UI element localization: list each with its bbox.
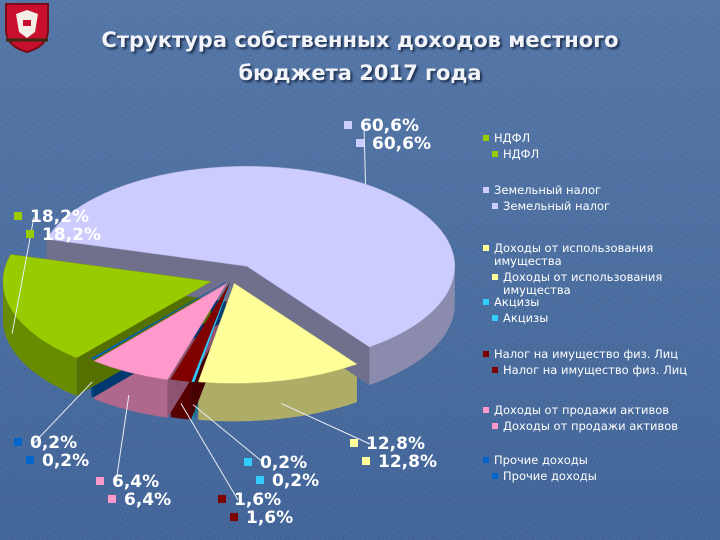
- leader-line-other: [33, 381, 93, 444]
- legend-row-property-use: Доходы от использования имущества: [482, 242, 718, 268]
- pie-slice-property-use: [197, 282, 358, 384]
- pie-slice-other: [90, 282, 226, 360]
- data-label-swatch-other-shadow: [26, 456, 34, 464]
- data-label-swatch-land-tax-shadow: [356, 139, 364, 147]
- legend-row-land-tax-shadow: Земельный налог: [491, 200, 718, 213]
- data-label-property-use-shadow: 12,8%: [378, 452, 437, 472]
- data-label-other-shadow: 0,2%: [42, 451, 89, 471]
- legend-item-other: Прочие доходы Прочие доходы: [482, 454, 718, 483]
- legend-row-asset-sales-shadow: Доходы от продажи активов: [491, 420, 718, 433]
- data-label-property-tax-main: 1,6%: [234, 490, 281, 510]
- data-label-swatch-property-tax-shadow: [230, 513, 238, 521]
- legend-swatch: [483, 351, 489, 357]
- data-label-swatch-property-use-shadow: [362, 457, 370, 465]
- data-label-other-main: 0,2%: [30, 433, 77, 453]
- legend-swatch: [492, 473, 498, 479]
- data-label-swatch-ndfl-shadow: [26, 230, 34, 238]
- data-label-swatch-asset-sales-shadow: [108, 495, 116, 503]
- legend-label: Налог на имущество физ. Лиц: [503, 363, 688, 377]
- legend-label: Доходы от продажи активов: [503, 419, 679, 433]
- legend-label: НДФЛ: [503, 147, 540, 161]
- title-line-2: бюджета 2017 года: [238, 61, 482, 85]
- legend-item-land-tax: Земельный налог Земельный налог: [482, 184, 718, 213]
- legend-label: Доходы от использования имущества: [503, 270, 663, 297]
- data-label-land-tax-main: 60,6%: [360, 116, 419, 136]
- data-label-swatch-excise-main: [244, 458, 252, 466]
- data-label-property-tax-shadow: 1,6%: [246, 508, 293, 528]
- pie-slice-ndfl: [2, 254, 212, 359]
- pie-slice-asset-sales: [93, 283, 227, 381]
- data-label-swatch-excise-shadow: [256, 476, 264, 484]
- legend-swatch: [483, 407, 489, 413]
- legend-label: Налог на имущество физ. Лиц: [494, 347, 679, 361]
- leader-line-property-use: [281, 403, 371, 445]
- legend-swatch: [492, 315, 498, 321]
- legend-label: НДФЛ: [494, 131, 531, 145]
- legend-row-excise-shadow: Акцизы: [491, 312, 718, 325]
- legend-swatch: [483, 135, 489, 141]
- data-label-excise-shadow: 0,2%: [272, 471, 319, 491]
- legend-label: Акцизы: [503, 311, 549, 325]
- legend-swatch: [492, 151, 498, 157]
- legend-row-ndfl: НДФЛ: [482, 132, 718, 145]
- legend-label: Доходы от продажи активов: [494, 403, 670, 417]
- pie-slice-property-tax: [170, 283, 230, 382]
- data-label-ndfl-shadow: 18,2%: [42, 225, 101, 245]
- data-label-swatch-land-tax-main: [344, 121, 352, 129]
- legend-label: Доходы от использования имущества: [494, 241, 654, 268]
- page-title: Структура собственных доходов местного б…: [70, 24, 650, 90]
- legend-row-land-tax: Земельный налог: [482, 184, 718, 197]
- data-label-swatch-ndfl-main: [14, 212, 22, 220]
- legend-swatch: [483, 299, 489, 305]
- legend-item-property-use: Доходы от использования имущества Доходы …: [482, 242, 718, 297]
- legend-item-ndfl: НДФЛ НДФЛ: [482, 132, 718, 161]
- legend-row-excise: Акцизы: [482, 296, 718, 309]
- legend-row-asset-sales: Доходы от продажи активов: [482, 404, 718, 417]
- legend-swatch: [492, 203, 498, 209]
- legend-label: Акцизы: [494, 295, 540, 309]
- legend-row-property-tax-shadow: Налог на имущество физ. Лиц: [491, 364, 718, 377]
- legend-row-other-shadow: Прочие доходы: [491, 470, 718, 483]
- pie-slice-land-tax: [46, 166, 456, 348]
- legend-label: Прочие доходы: [494, 453, 588, 467]
- data-label-swatch-other-main: [14, 438, 22, 446]
- title-line-1: Структура собственных доходов местного: [101, 28, 619, 52]
- leader-line-property-tax: [180, 403, 239, 501]
- legend-item-asset-sales: Доходы от продажи активов Доходы от прода…: [482, 404, 718, 433]
- city-emblem-logo: [5, 3, 49, 54]
- data-label-ndfl-main: 18,2%: [30, 207, 89, 227]
- legend-swatch: [492, 367, 498, 373]
- legend-row-ndfl-shadow: НДФЛ: [491, 148, 718, 161]
- legend-row-property-tax: Налог на имущество физ. Лиц: [482, 348, 718, 361]
- data-label-excise-main: 0,2%: [260, 453, 307, 473]
- data-label-land-tax-shadow: 60,6%: [372, 134, 431, 154]
- data-label-asset-sales-main: 6,4%: [112, 472, 159, 492]
- legend-swatch: [492, 423, 498, 429]
- data-label-property-use-main: 12,8%: [366, 434, 425, 454]
- legend-item-property-tax: Налог на имущество физ. Лиц Налог на имущ…: [482, 348, 718, 377]
- legend-label: Прочие доходы: [503, 469, 597, 483]
- leader-line-land-tax: [363, 125, 366, 185]
- legend-swatch: [483, 245, 489, 251]
- legend-label: Земельный налог: [503, 199, 611, 213]
- data-label-asset-sales-shadow: 6,4%: [124, 490, 171, 510]
- data-label-swatch-property-use-main: [350, 439, 358, 447]
- legend-swatch: [483, 187, 489, 193]
- legend-row-property-use-shadow: Доходы от использования имущества: [491, 271, 718, 297]
- leader-line-excise: [192, 404, 265, 464]
- legend-swatch: [483, 457, 489, 463]
- legend-label: Земельный налог: [494, 183, 602, 197]
- data-label-swatch-asset-sales-main: [96, 477, 104, 485]
- legend-swatch: [492, 274, 498, 280]
- data-label-swatch-property-tax-main: [218, 495, 226, 503]
- legend-row-other: Прочие доходы: [482, 454, 718, 467]
- pie-slice-excise: [191, 283, 231, 383]
- legend-item-excise: Акцизы Акцизы: [482, 296, 718, 325]
- leader-line-asset-sales: [115, 394, 130, 483]
